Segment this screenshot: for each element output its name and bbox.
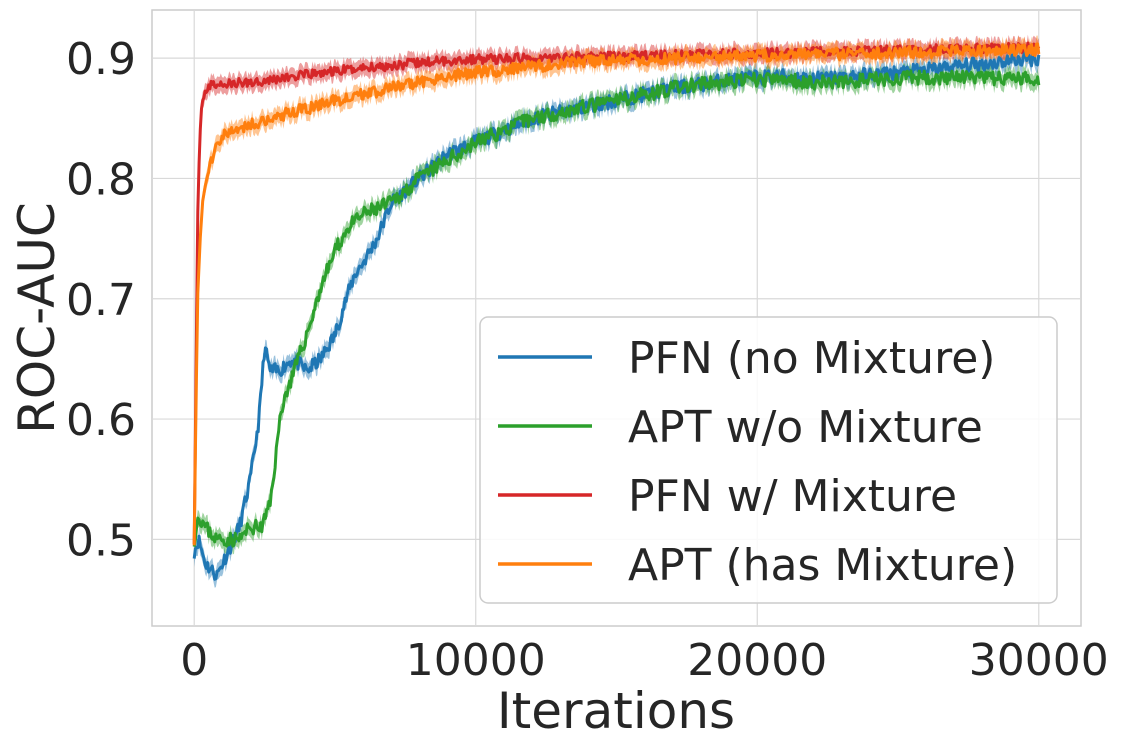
y-axis-ticks: 0.5 0.6 0.7 0.8 0.9 [66, 34, 136, 566]
y-tick-label: 0.9 [66, 34, 136, 85]
y-tick-label: 0.8 [66, 154, 136, 205]
legend-label: APT w/o Mixture [628, 402, 983, 453]
x-axis-title: Iterations [497, 682, 735, 740]
legend-label: APT (has Mixture) [628, 540, 1017, 591]
legend-box [479, 316, 1058, 604]
y-tick-label: 0.6 [66, 395, 136, 446]
x-tick-label: 20000 [687, 635, 827, 686]
x-axis-ticks: 0 10000 20000 30000 [180, 635, 1109, 686]
legend-label: PFN w/ Mixture [628, 471, 957, 522]
y-tick-label: 0.5 [66, 515, 136, 566]
x-tick-label: 10000 [406, 635, 546, 686]
x-tick-label: 30000 [969, 635, 1109, 686]
legend-label: PFN (no Mixture) [628, 333, 995, 384]
series-band [194, 34, 1039, 553]
legend: PFN (no Mixture) APT w/o Mixture PFN w/ Mi… [479, 316, 1058, 604]
series-lines [192, 41, 1041, 581]
x-tick-label: 0 [180, 635, 208, 686]
y-axis-title: ROC-AUC [8, 202, 66, 434]
y-tick-label: 0.7 [66, 275, 136, 326]
series-line [192, 69, 1041, 548]
series-line [192, 42, 1041, 546]
